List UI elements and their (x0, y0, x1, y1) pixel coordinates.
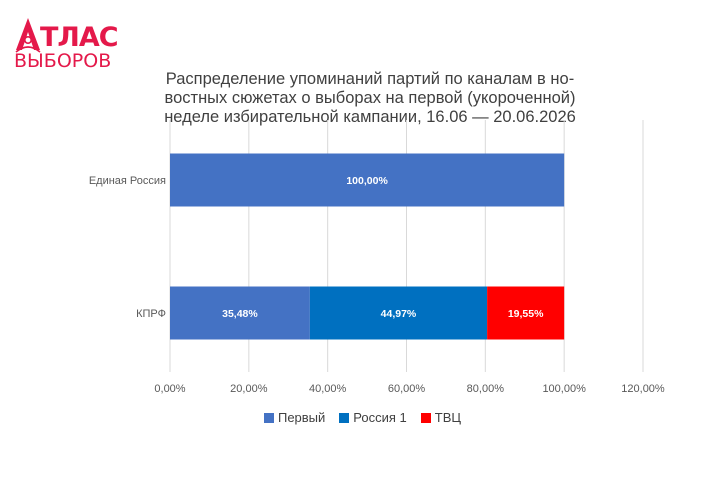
bar-segment (170, 286, 310, 340)
legend-swatch (339, 412, 350, 423)
x-tick-label: 0,00% (154, 383, 185, 395)
legend-item-tvc: ТВЦ (420, 410, 462, 425)
chart-title-line: неделе избирательной кампании, 16.06 — 2… (164, 108, 576, 126)
logo-text-vyborov: ВЫБОРОВ (14, 50, 112, 72)
legend-item-rossiya1: Россия 1 (339, 410, 407, 425)
legend-swatch (420, 412, 431, 423)
data-label: 100,00% (346, 175, 388, 187)
legend-label: Россия 1 (353, 410, 407, 425)
x-tick-label: 20,00% (230, 383, 268, 395)
legend-item-pervyi: Первый (263, 410, 326, 425)
legend-swatch (263, 412, 274, 423)
category-label: Единая Россия (89, 175, 166, 187)
x-tick-label: 120,00% (621, 383, 665, 395)
category-label: КПРФ (136, 308, 166, 320)
bar-segment (487, 286, 565, 340)
rocket-a-icon (15, 18, 41, 53)
bar-segment (309, 286, 488, 340)
data-label: 44,97% (381, 308, 417, 320)
x-tick-label: 60,00% (388, 383, 426, 395)
bar-segment (170, 153, 565, 207)
legend-label: Первый (277, 410, 326, 425)
legend-label: ТВЦ (434, 410, 462, 425)
atlas-logo: ТЛАС ВЫБОРОВ (12, 12, 119, 74)
chart-title-line: востных сюжетах о выборах на первой (уко… (164, 89, 576, 107)
x-tick-label: 40,00% (309, 383, 347, 395)
x-tick-label: 80,00% (467, 383, 505, 395)
x-tick-label: 100,00% (542, 383, 586, 395)
chart-title: Распределение упоминаний партий по канал… (110, 70, 630, 127)
data-label: 35,48% (222, 308, 258, 320)
data-label: 19,55% (508, 308, 544, 320)
chart-legend: Первый Россия 1 ТВЦ (0, 410, 725, 425)
logo-text-atlas: ТЛАС (40, 22, 119, 53)
chart-title-line: Распределение упоминаний партий по канал… (165, 70, 575, 88)
